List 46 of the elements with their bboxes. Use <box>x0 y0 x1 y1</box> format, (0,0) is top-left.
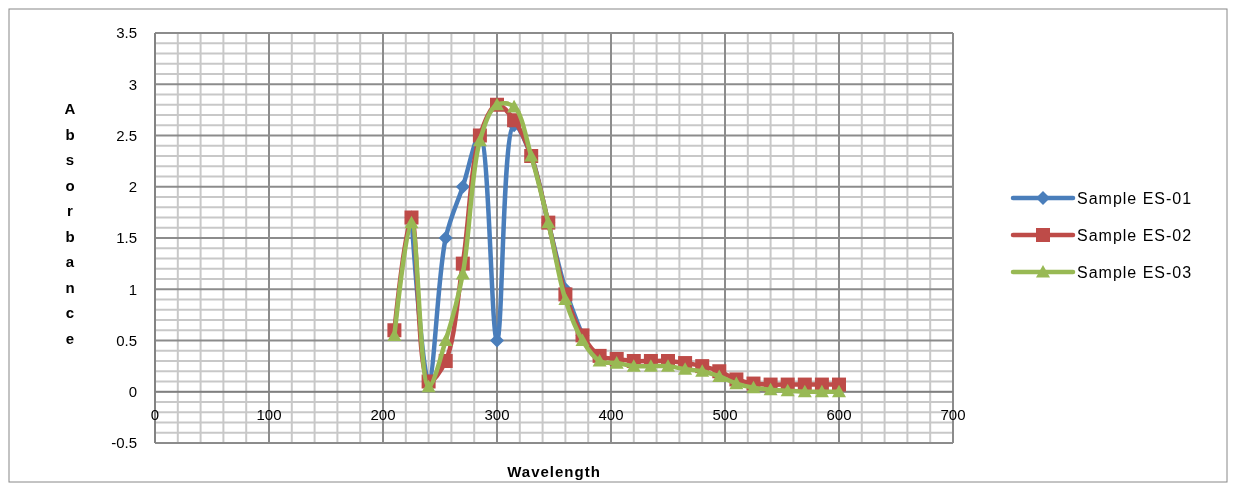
point <box>575 333 590 347</box>
point <box>678 362 693 375</box>
legend-label: Sample ES-01 <box>1077 189 1193 207</box>
x-tick-label: 200 <box>370 405 396 423</box>
x-axis-title: Wavelength <box>507 463 601 480</box>
y-tick-label: 3.5 <box>116 24 137 42</box>
point <box>455 179 470 194</box>
point <box>609 356 624 369</box>
point <box>729 376 744 390</box>
y-tick-label: 0 <box>128 383 137 400</box>
point <box>404 215 419 229</box>
x-tick-label: 400 <box>598 405 624 423</box>
point <box>626 359 641 372</box>
y-tick-label: 2 <box>128 178 137 195</box>
point <box>507 99 522 113</box>
y-tick-label: 1 <box>128 280 137 298</box>
point <box>592 354 607 367</box>
x-tick-label: 700 <box>940 405 966 423</box>
x-tick-label: 0 <box>150 405 160 423</box>
point <box>438 231 453 245</box>
point <box>832 384 846 398</box>
x-tick-label: 600 <box>826 405 852 423</box>
legend-label: Sample ES-03 <box>1077 263 1193 281</box>
point <box>643 359 658 372</box>
y-tick-label: 0.5 <box>116 331 137 349</box>
point <box>712 369 727 382</box>
point <box>763 382 778 396</box>
y-tick-label: -0.5 <box>111 434 137 452</box>
point <box>421 379 436 393</box>
x-tick-label: 100 <box>256 405 282 423</box>
point <box>797 384 812 398</box>
point <box>780 383 795 397</box>
x-tick-label: 500 <box>712 405 738 423</box>
point <box>558 292 573 306</box>
text: Absorbance <box>64 100 76 347</box>
point <box>661 359 675 372</box>
point <box>695 364 710 377</box>
point <box>438 333 453 347</box>
y-tick-label: 2.5 <box>116 126 137 144</box>
y-tick-label: 3 <box>128 75 137 93</box>
point <box>746 380 761 394</box>
legend-label: Sample ES-02 <box>1077 226 1193 244</box>
point <box>472 133 487 147</box>
x-tick-label: 300 <box>484 405 510 423</box>
y-tick-label: 1.5 <box>116 229 137 247</box>
point <box>814 384 829 398</box>
